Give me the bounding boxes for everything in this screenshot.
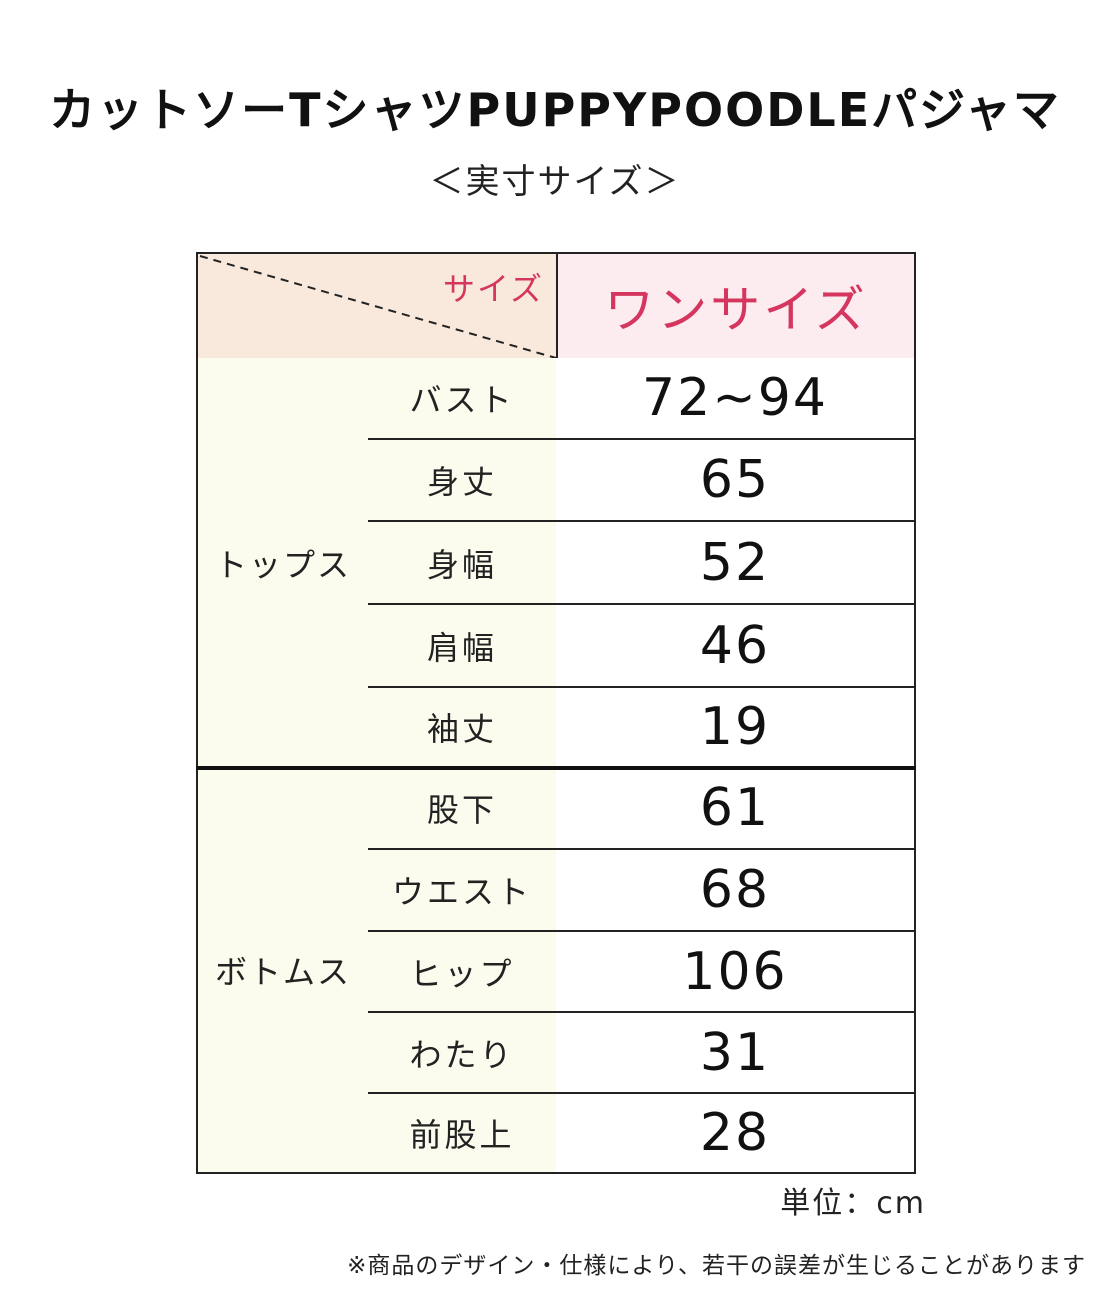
section-divider xyxy=(196,766,916,770)
row-value: 61 xyxy=(556,768,916,850)
row-value: 28 xyxy=(556,1094,916,1174)
row-item-label: 肩幅 xyxy=(368,605,558,688)
size-column-header: ワンサイズ xyxy=(556,252,916,360)
row-item-label: 身幅 xyxy=(368,522,558,605)
diagonal-dashed-line xyxy=(199,255,557,359)
corner-size-label: サイズ xyxy=(442,270,544,308)
row-value: 72~94 xyxy=(556,358,916,440)
row-value: 19 xyxy=(556,688,916,768)
row-item-label: ウエスト xyxy=(368,850,558,932)
row-item-label: 前股上 xyxy=(368,1094,558,1174)
group-label-bottoms: ボトムス xyxy=(196,768,370,1174)
row-value: 52 xyxy=(556,522,916,605)
row-item-label: わたり xyxy=(368,1013,558,1094)
page-subtitle: ＜実寸サイズ＞ xyxy=(429,162,681,202)
row-item-label: 股下 xyxy=(368,768,558,850)
table-corner-cell: サイズ xyxy=(196,252,558,360)
unit-label: 単位：cm xyxy=(780,1186,926,1221)
size-table: サイズ ワンサイズ トップス バスト 72~94 身丈 65 身幅 52 肩幅 … xyxy=(196,252,916,1174)
row-value: 46 xyxy=(556,605,916,688)
row-value: 65 xyxy=(556,440,916,522)
row-item-label: ヒップ xyxy=(368,932,558,1013)
row-item-label: 身丈 xyxy=(368,440,558,522)
row-value: 68 xyxy=(556,850,916,932)
row-value: 31 xyxy=(556,1013,916,1094)
row-item-label: 袖丈 xyxy=(368,688,558,768)
row-item-label: バスト xyxy=(368,358,558,440)
group-label-tops: トップス xyxy=(196,358,370,770)
row-value: 106 xyxy=(556,932,916,1013)
disclaimer-note: ※商品のデザイン・仕様により、若干の誤差が生じることがあります xyxy=(347,1253,1086,1279)
page-title: カットソーTシャツPUPPYPOODLEパジャマ xyxy=(49,83,1061,137)
